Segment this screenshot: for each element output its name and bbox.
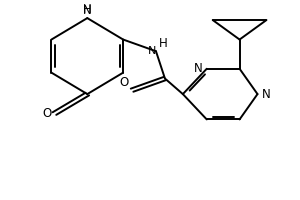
Text: H: H [159,37,168,50]
Text: N: N [262,88,271,101]
Text: O: O [42,107,52,120]
Text: N: N [148,46,156,56]
Text: N: N [83,4,92,17]
Text: H: H [83,3,92,16]
Text: O: O [120,76,129,89]
Text: N: N [194,62,202,75]
